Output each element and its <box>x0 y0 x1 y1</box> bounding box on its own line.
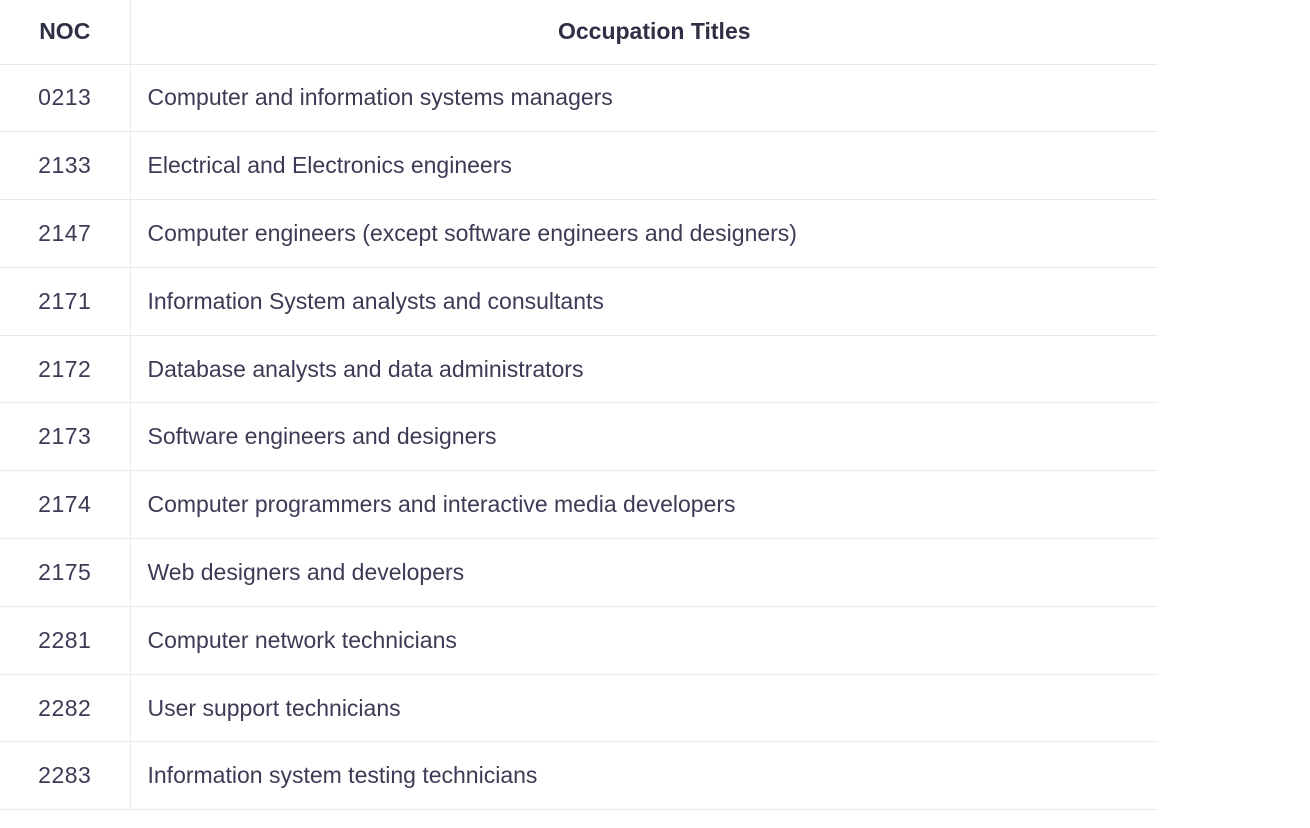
table-row: 2282 User support technicians <box>0 674 1158 743</box>
occupation-title-cell: Computer engineers (except software engi… <box>130 199 1158 268</box>
noc-code-cell: 2171 <box>0 267 131 336</box>
occupation-table: NOC Occupation Titles 0213 Computer and … <box>0 0 1158 811</box>
occupation-title-cell: Information system testing technicians <box>130 741 1158 811</box>
noc-code-cell: 2174 <box>0 470 131 540</box>
table-row: 2283 Information system testing technici… <box>0 741 1158 811</box>
column-header-noc: NOC <box>0 0 131 65</box>
table-row: 0213 Computer and information systems ma… <box>0 64 1158 133</box>
occupation-title-cell: Software engineers and designers <box>130 402 1158 472</box>
noc-code-cell: 2283 <box>0 741 131 811</box>
noc-code-cell: 2147 <box>0 199 131 268</box>
occupation-title-cell: Information System analysts and consulta… <box>130 267 1158 336</box>
table-row: 2147 Computer engineers (except software… <box>0 199 1158 268</box>
table-row: 2171 Information System analysts and con… <box>0 267 1158 336</box>
occupation-title-cell: Web designers and developers <box>130 538 1158 607</box>
noc-code-cell: 2281 <box>0 606 131 675</box>
occupation-title-cell: Electrical and Electronics engineers <box>130 131 1158 201</box>
table-row: 2133 Electrical and Electronics engineer… <box>0 131 1158 201</box>
table-header-row: NOC Occupation Titles <box>0 0 1158 65</box>
occupation-title-cell: Computer network technicians <box>130 606 1158 675</box>
page-background-margin <box>1158 0 1310 828</box>
table-row: 2174 Computer programmers and interactiv… <box>0 470 1158 540</box>
table-row: 2172 Database analysts and data administ… <box>0 335 1158 404</box>
table-row: 2281 Computer network technicians <box>0 606 1158 675</box>
column-header-occupation-titles: Occupation Titles <box>130 0 1158 65</box>
noc-code-cell: 2282 <box>0 674 131 743</box>
noc-code-cell: 2172 <box>0 335 131 404</box>
occupation-title-cell: Database analysts and data administrator… <box>130 335 1158 404</box>
occupation-title-cell: Computer programmers and interactive med… <box>130 470 1158 540</box>
noc-code-cell: 2133 <box>0 131 131 201</box>
noc-code-cell: 2175 <box>0 538 131 607</box>
table-row: 2173 Software engineers and designers <box>0 402 1158 472</box>
noc-code-cell: 2173 <box>0 402 131 472</box>
table-row: 2175 Web designers and developers <box>0 538 1158 607</box>
occupation-title-cell: User support technicians <box>130 674 1158 743</box>
noc-code-cell: 0213 <box>0 64 131 133</box>
occupation-title-cell: Computer and information systems manager… <box>130 64 1158 133</box>
